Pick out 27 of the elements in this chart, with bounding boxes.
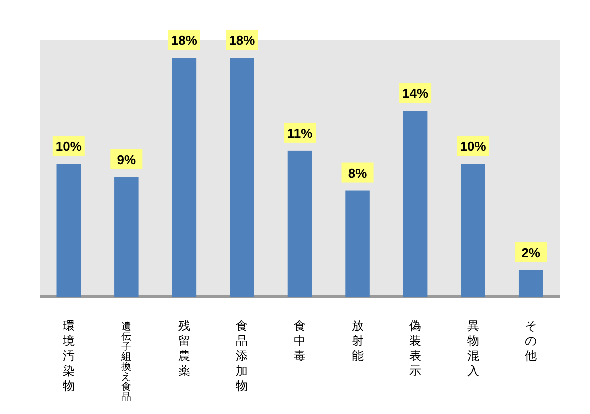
x-tick-label: 環境汚染物 bbox=[62, 319, 75, 393]
data-label: 8% bbox=[348, 166, 368, 181]
x-tick-label: 残留農薬 bbox=[178, 319, 190, 378]
bar bbox=[172, 58, 197, 297]
bar bbox=[288, 150, 312, 297]
bar bbox=[403, 111, 428, 297]
x-tick-label: 食中毒 bbox=[294, 319, 306, 363]
x-tick-label: 遺伝子組換え食品 bbox=[120, 321, 132, 403]
data-label: 9% bbox=[117, 152, 136, 168]
x-tick-label: 放射能 bbox=[352, 319, 364, 363]
x-tick-label: 異物混入 bbox=[467, 319, 480, 378]
data-label: 11% bbox=[287, 126, 314, 141]
data-label: 14% bbox=[402, 86, 429, 102]
data-label: 10% bbox=[460, 139, 487, 154]
bar bbox=[56, 164, 82, 297]
bar bbox=[230, 58, 254, 297]
bar bbox=[518, 270, 544, 297]
data-label: 10% bbox=[56, 139, 82, 154]
bar bbox=[114, 178, 139, 297]
x-tick-label: 食品添加物 bbox=[236, 319, 248, 393]
data-label: 18% bbox=[171, 33, 198, 48]
x-tick-label: 偽装表示 bbox=[410, 319, 422, 378]
x-tick-label: その他 bbox=[525, 319, 538, 363]
data-label: 2% bbox=[522, 245, 541, 260]
data-label: 18% bbox=[229, 33, 256, 48]
bar bbox=[346, 190, 370, 297]
bar bbox=[461, 164, 486, 297]
